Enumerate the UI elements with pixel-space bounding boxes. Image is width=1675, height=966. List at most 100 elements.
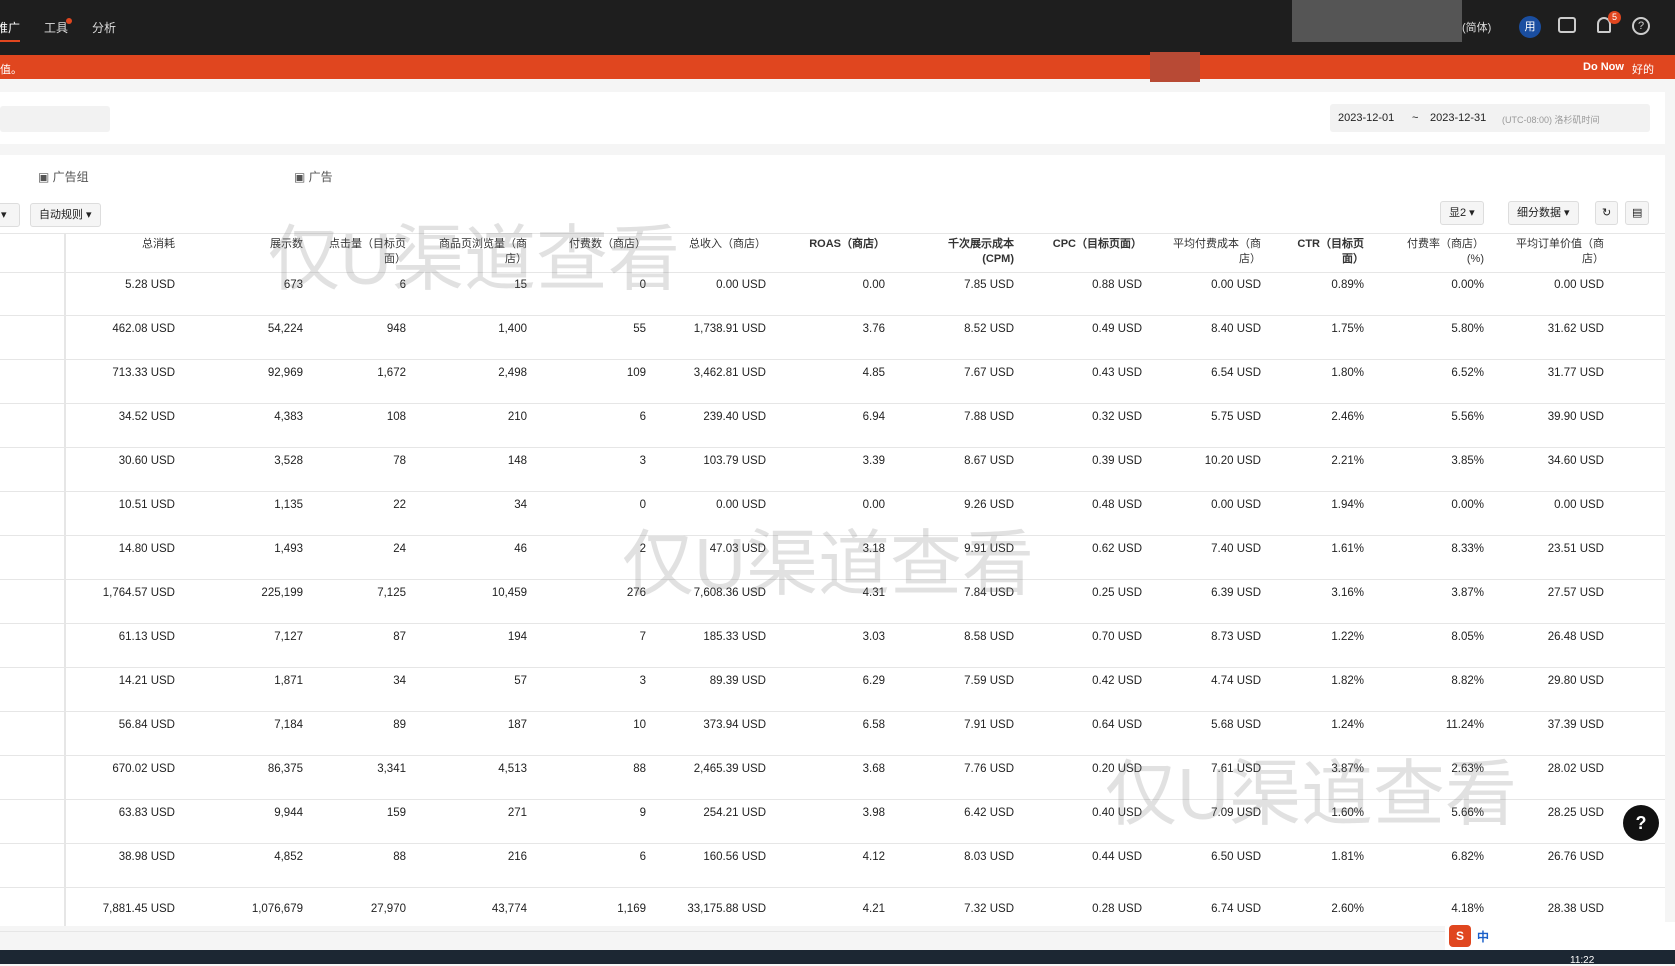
data-row [0,315,1665,360]
timezone: (UTC-08:00) 洛杉矶时间 [1502,115,1600,125]
cell: 187 [507,719,527,731]
cell: 0.00% [1451,279,1484,291]
cell: 3.87% [1451,587,1484,599]
tab-label: 广告组 [52,170,89,184]
inbox-icon[interactable] [1558,17,1576,33]
breakdown-label: 细分数据 [1517,207,1561,219]
cell: 8.33% [1451,543,1484,555]
cell: 34 [514,499,527,511]
cell: 7 [639,631,646,643]
cell: 0.88 USD [1092,279,1142,291]
cell: 713.33 USD [112,367,175,379]
cell: 8.67 USD [964,455,1014,467]
tab[interactable] [0,155,24,195]
cell: 37.39 USD [1547,719,1604,731]
rules-button[interactable]: 自动规则 ▾ [30,203,101,227]
dropdown[interactable]: ▾ [0,203,20,227]
cell: 216 [507,851,527,863]
cell: 6.94 [862,411,885,423]
cell: 1,400 [498,323,527,335]
cell: 271 [507,807,527,819]
cell: 225,199 [261,587,303,599]
cell: 31.77 USD [1547,367,1604,379]
cell: 1.24% [1331,719,1364,731]
banner-action[interactable]: Do Now [1583,61,1624,73]
data-row [0,623,1665,668]
cell: 46 [514,543,527,555]
cell: 0.00 USD [716,279,766,291]
cell: 30.60 USD [118,455,175,467]
cell: 3.18 [862,543,885,555]
data-row [0,667,1665,712]
cell: 0.00 USD [1554,499,1604,511]
cell: 0.44 USD [1092,851,1142,863]
cell: 57 [514,675,527,687]
cell: 4,852 [274,851,303,863]
cell: 7.32 USD [964,903,1014,915]
help-button[interactable]: ? [1623,805,1659,841]
data-row [0,799,1665,844]
cell: 7.40 USD [1211,543,1261,555]
cell: 5.75 USD [1211,411,1261,423]
tabs: ▣ 广告组 ▣ 广告 [0,155,1665,195]
column-header: 平均付费成本（商店） [1173,238,1261,265]
cell: 2.46% [1331,411,1364,423]
tab[interactable]: ▣ 广告组 [38,170,89,184]
cell: 1,738.91 USD [693,323,766,335]
tab[interactable]: ▣ 广告 [294,170,333,184]
column-header: 付费数（商店） [569,238,646,250]
cell: 0 [639,279,646,291]
cell: 8.40 USD [1211,323,1261,335]
cell: 0.49 USD [1092,323,1142,335]
banner-dismiss[interactable]: 好的 [1632,64,1654,76]
cell: 10.51 USD [118,499,175,511]
cell: 54,224 [267,323,303,335]
avatar[interactable]: 用 [1519,16,1541,38]
bell-icon[interactable] [1597,17,1611,33]
cell: 7.76 USD [964,763,1014,775]
cell: 6.54 USD [1211,367,1261,379]
data-row [0,491,1665,536]
nav-item[interactable]: 工具 [44,21,69,35]
cell: 28.02 USD [1547,763,1604,775]
nav-item[interactable]: 推广 [0,19,21,42]
cell: 23.51 USD [1547,543,1604,555]
date-picker[interactable]: 2023-12-01 ~ 2023-12-31 (UTC-08:00) 洛杉矶时… [1330,104,1650,132]
cell: 33,175.88 USD [687,903,766,915]
cell: 26.48 USD [1547,631,1604,643]
cell: 1.81% [1331,851,1364,863]
export-button[interactable]: ▤ [1625,201,1650,225]
language[interactable]: (简体) [1462,22,1492,34]
cell: 10 [633,719,646,731]
cell: 4.31 [862,587,885,599]
cell: 8.82% [1451,675,1484,687]
cell: 1.94% [1331,499,1364,511]
cell: 7.84 USD [964,587,1014,599]
cell: 92,969 [267,367,303,379]
cell: 24 [393,543,406,555]
ime-mode[interactable]: 中 [1477,930,1490,944]
cell: 9.91 USD [964,543,1014,555]
columns-button[interactable]: 显2 ▾ [1440,201,1484,225]
cell: 2,498 [498,367,527,379]
cell: 0.42 USD [1092,675,1142,687]
nav-item[interactable]: 分析 [92,21,117,35]
cell: 9.26 USD [964,499,1014,511]
cell: 673 [283,279,303,291]
cell: 0.32 USD [1092,411,1142,423]
badge: 5 [1608,11,1621,24]
cell: 109 [626,367,646,379]
ime-logo: S [1449,925,1471,947]
refresh-button[interactable]: ↻ [1595,201,1619,225]
cell: 2 [639,543,646,555]
breakdown-button[interactable]: 细分数据 ▾ [1508,201,1579,225]
search-box[interactable] [0,106,110,132]
help-icon[interactable]: ? [1632,17,1650,35]
cell: 38.98 USD [118,851,175,863]
cell: 15 [514,279,527,291]
dot [66,18,72,24]
cell: 670.02 USD [112,763,175,775]
cell: 7.85 USD [964,279,1014,291]
cell: 39.90 USD [1547,411,1604,423]
